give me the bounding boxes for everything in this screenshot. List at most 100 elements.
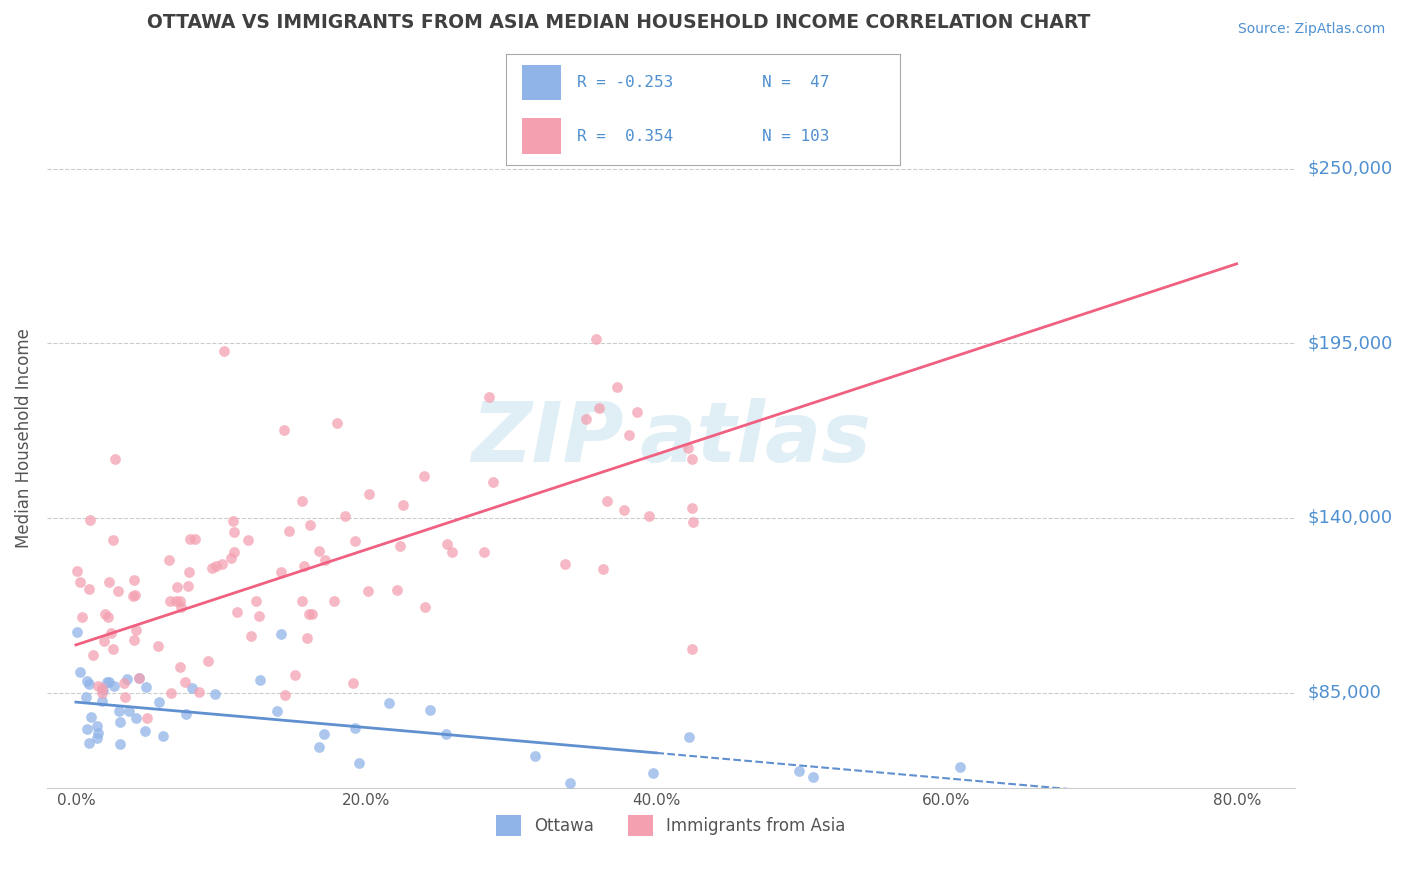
Text: N = 103: N = 103 — [762, 128, 830, 144]
Point — [377, 696, 399, 710]
Point — [619, 428, 641, 442]
Point — [87, 725, 110, 739]
Point — [643, 765, 665, 780]
Point — [80, 710, 103, 724]
Point — [236, 533, 259, 548]
Point — [787, 764, 810, 778]
Point — [343, 721, 366, 735]
Point — [79, 513, 101, 527]
Point — [434, 727, 457, 741]
Point — [174, 706, 197, 721]
Point — [66, 564, 89, 578]
Point — [91, 681, 114, 695]
Point — [240, 629, 263, 643]
Point — [291, 593, 314, 607]
Point — [165, 594, 187, 608]
Point — [613, 502, 636, 516]
Point — [176, 578, 198, 592]
Point — [638, 508, 661, 523]
Point — [134, 723, 156, 738]
Point — [86, 719, 108, 733]
Point — [121, 589, 143, 603]
Point — [108, 704, 131, 718]
Point — [114, 690, 136, 704]
FancyBboxPatch shape — [522, 65, 561, 101]
Point — [801, 771, 824, 785]
Point — [357, 584, 380, 599]
Point — [125, 623, 148, 637]
Point — [682, 515, 704, 529]
Point — [245, 594, 267, 608]
Point — [118, 704, 141, 718]
Point — [249, 673, 271, 688]
Point — [82, 648, 104, 662]
Point — [247, 608, 270, 623]
Point — [146, 640, 169, 654]
Point — [205, 559, 228, 574]
Point — [273, 423, 295, 437]
Point — [86, 731, 108, 746]
Point — [678, 730, 700, 744]
Text: $140,000: $140,000 — [1308, 509, 1392, 527]
Point — [69, 575, 91, 590]
Point — [323, 594, 346, 608]
Point — [681, 451, 703, 466]
Point — [70, 609, 93, 624]
Point — [606, 380, 628, 394]
Point — [98, 675, 121, 690]
Point — [277, 524, 299, 539]
Point — [575, 412, 598, 426]
Text: Source: ZipAtlas.com: Source: ZipAtlas.com — [1237, 22, 1385, 37]
Point — [201, 560, 224, 574]
Point — [159, 593, 181, 607]
Point — [96, 675, 118, 690]
Point — [77, 676, 100, 690]
Point — [949, 760, 972, 774]
Point — [524, 748, 547, 763]
Point — [170, 599, 193, 614]
Point — [413, 599, 436, 614]
Point — [174, 674, 197, 689]
Point — [298, 517, 321, 532]
Point — [676, 441, 699, 455]
Point — [388, 539, 411, 553]
Point — [135, 711, 157, 725]
Legend: Ottawa, Immigrants from Asia: Ottawa, Immigrants from Asia — [489, 809, 852, 842]
Point — [76, 673, 98, 688]
Point — [413, 468, 436, 483]
Point — [298, 607, 321, 621]
Point — [626, 404, 648, 418]
Point — [110, 737, 132, 751]
Point — [77, 736, 100, 750]
Point — [117, 672, 139, 686]
Point — [76, 722, 98, 736]
Point — [333, 509, 356, 524]
Point — [103, 679, 125, 693]
Point — [301, 607, 323, 621]
Point — [75, 690, 97, 705]
Point — [169, 594, 191, 608]
Point — [128, 671, 150, 685]
Point — [86, 679, 108, 693]
Point — [596, 494, 619, 508]
Point — [222, 514, 245, 528]
Point — [308, 544, 330, 558]
Point — [436, 537, 458, 551]
Point — [314, 553, 336, 567]
Point — [342, 675, 364, 690]
Text: $195,000: $195,000 — [1308, 334, 1392, 352]
Point — [478, 390, 501, 404]
Point — [112, 676, 135, 690]
Point — [125, 711, 148, 725]
Point — [197, 654, 219, 668]
Point — [225, 605, 247, 619]
Point — [204, 687, 226, 701]
Point — [592, 561, 614, 575]
Point — [77, 582, 100, 596]
Y-axis label: Median Household Income: Median Household Income — [15, 328, 32, 549]
FancyBboxPatch shape — [522, 119, 561, 154]
Point — [681, 641, 703, 656]
Point — [135, 680, 157, 694]
Point — [211, 557, 233, 571]
Point — [308, 739, 330, 754]
